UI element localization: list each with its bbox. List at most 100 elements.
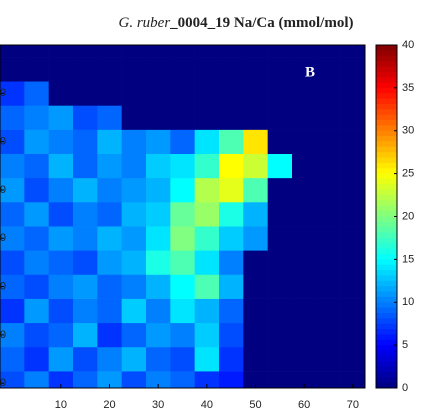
y-tick-label: 40 bbox=[0, 184, 6, 196]
heatmap-cell bbox=[340, 202, 365, 227]
colorbar-segment bbox=[376, 173, 397, 180]
colorbar-segment bbox=[376, 312, 397, 319]
colorbar-segment bbox=[376, 66, 397, 73]
colorbar-segment bbox=[376, 184, 397, 191]
heatmap-cell bbox=[0, 322, 25, 348]
colorbar-segment bbox=[376, 227, 397, 234]
colorbar-segment bbox=[376, 221, 397, 228]
heatmap-cell bbox=[48, 153, 74, 179]
colorbar-tick-label: 10 bbox=[402, 296, 414, 308]
heatmap-cell bbox=[194, 346, 220, 372]
heatmap-cell bbox=[48, 226, 74, 251]
heatmap-cell bbox=[97, 322, 122, 348]
heatmap-cell bbox=[146, 153, 171, 179]
heatmap-cell bbox=[267, 105, 293, 130]
heatmap-cell bbox=[340, 81, 365, 106]
heatmap-cell bbox=[170, 202, 195, 227]
heatmap-cell bbox=[292, 202, 317, 227]
heatmap-cell bbox=[97, 57, 122, 82]
heatmap-cell bbox=[316, 129, 341, 154]
heatmap-cell bbox=[292, 57, 317, 82]
heatmap-cell bbox=[121, 129, 147, 154]
heatmap-cell bbox=[121, 81, 147, 106]
heatmap-cell bbox=[0, 274, 25, 299]
heatmap-cell bbox=[0, 298, 25, 324]
colorbar-segment bbox=[376, 377, 397, 384]
colorbar-segment bbox=[376, 114, 397, 121]
y-tick-label: 20 bbox=[0, 280, 6, 292]
colorbar-segment bbox=[376, 136, 397, 142]
heatmap-cell bbox=[219, 177, 244, 203]
heatmap-cell bbox=[146, 81, 171, 106]
heatmap-cell bbox=[0, 177, 25, 203]
heatmap-cell bbox=[146, 322, 171, 348]
colorbar-segment bbox=[376, 61, 397, 67]
heatmap-cell bbox=[121, 298, 147, 324]
colorbar-tick-label: 20 bbox=[402, 210, 414, 222]
heatmap-cell bbox=[267, 57, 293, 82]
heatmap-cell bbox=[170, 45, 195, 58]
heatmap-cell bbox=[243, 45, 268, 58]
heatmap-cell bbox=[0, 226, 25, 251]
panel-label: B bbox=[305, 64, 315, 80]
heatmap-cell bbox=[73, 57, 98, 82]
heatmap-cell bbox=[267, 202, 293, 227]
heatmap-cell bbox=[292, 250, 317, 275]
colorbar-segment bbox=[376, 270, 397, 276]
heatmap-cell bbox=[24, 81, 49, 106]
colorbar-tick-label: 5 bbox=[402, 339, 408, 351]
heatmap-cell bbox=[73, 226, 98, 251]
heatmap-cell bbox=[243, 202, 268, 227]
heatmap-cell bbox=[73, 45, 98, 58]
heatmap-cell bbox=[121, 105, 147, 130]
heatmap-cell bbox=[97, 226, 122, 251]
heatmap-cell bbox=[73, 298, 98, 324]
heatmap-cell bbox=[24, 105, 49, 130]
colorbar-segment bbox=[376, 211, 397, 217]
heatmap-cell bbox=[194, 226, 220, 251]
heatmap-cell bbox=[0, 129, 25, 154]
heatmap-cell bbox=[73, 105, 98, 130]
heatmap-cell bbox=[0, 202, 25, 227]
heatmap-cell bbox=[243, 346, 268, 372]
colorbar-tick-label: 40 bbox=[402, 39, 414, 51]
heatmap-cell bbox=[73, 346, 98, 372]
heatmap-cell bbox=[24, 153, 49, 179]
heatmap-cell bbox=[243, 298, 268, 324]
heatmap-cell bbox=[73, 153, 98, 179]
heatmap-cell bbox=[340, 57, 365, 82]
colorbar-segment bbox=[376, 259, 397, 266]
heatmap-cell bbox=[316, 177, 341, 203]
heatmap-cell bbox=[267, 129, 293, 154]
colorbar-tick-label: 0 bbox=[402, 382, 408, 394]
heatmap-cell bbox=[97, 346, 122, 372]
heatmap-cell bbox=[194, 322, 220, 348]
heatmap-cell bbox=[194, 45, 220, 58]
colorbar-segment bbox=[376, 205, 397, 212]
heatmap-cell bbox=[97, 129, 122, 154]
heatmap-cell bbox=[170, 371, 195, 388]
heatmap bbox=[0, 45, 365, 388]
heatmap-cell bbox=[0, 81, 25, 106]
heatmap-cell bbox=[340, 226, 365, 251]
heatmap-cell bbox=[219, 105, 244, 130]
colorbar-segment bbox=[376, 371, 397, 378]
heatmap-cell bbox=[48, 45, 74, 58]
heatmap-cell bbox=[121, 202, 147, 227]
heatmap-cell bbox=[292, 129, 317, 154]
heatmap-cell bbox=[0, 105, 25, 130]
colorbar-segment bbox=[376, 280, 397, 287]
y-tick-label: 30 bbox=[0, 232, 6, 244]
heatmap-cell bbox=[267, 45, 293, 58]
colorbar-segment bbox=[376, 55, 397, 62]
colorbar-segment bbox=[376, 302, 397, 309]
colorbar-segment bbox=[376, 345, 397, 351]
heatmap-cell bbox=[316, 105, 341, 130]
colorbar-segment bbox=[376, 146, 397, 153]
colorbar-segment bbox=[376, 120, 397, 126]
colorbar-segment bbox=[376, 382, 397, 389]
heatmap-cell bbox=[97, 274, 122, 299]
heatmap-cell bbox=[243, 274, 268, 299]
heatmap-cell bbox=[219, 250, 244, 275]
heatmap-cell bbox=[243, 153, 268, 179]
